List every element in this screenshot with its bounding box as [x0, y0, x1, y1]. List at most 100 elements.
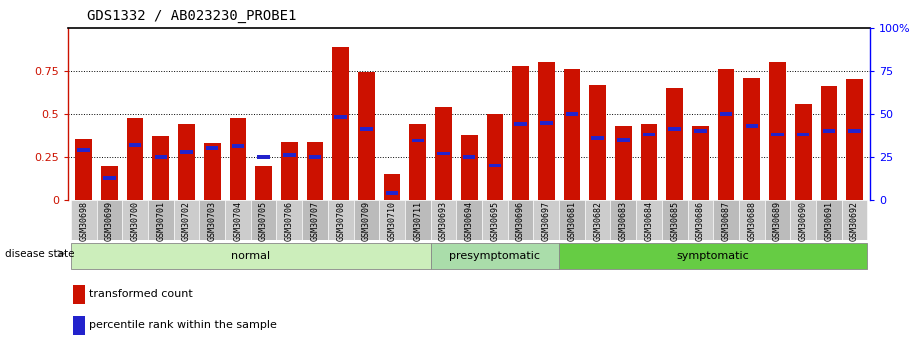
- Bar: [694, 129, 707, 133]
- Bar: [610, 200, 636, 240]
- Text: GSM30703: GSM30703: [208, 201, 217, 241]
- Bar: [302, 200, 328, 240]
- Bar: [333, 47, 349, 200]
- Text: GSM30701: GSM30701: [157, 201, 165, 241]
- Bar: [769, 62, 786, 200]
- Text: presymptomatic: presymptomatic: [449, 250, 540, 260]
- Text: GSM30687: GSM30687: [722, 201, 731, 241]
- Text: GSM30698: GSM30698: [79, 201, 88, 241]
- Bar: [640, 124, 658, 200]
- Bar: [739, 200, 764, 240]
- Bar: [200, 200, 225, 240]
- Bar: [566, 112, 578, 116]
- Bar: [456, 200, 482, 240]
- Bar: [283, 153, 295, 157]
- Bar: [482, 200, 507, 240]
- Bar: [666, 88, 683, 200]
- Text: GDS1332 / AB023230_PROBE1: GDS1332 / AB023230_PROBE1: [87, 9, 296, 23]
- Bar: [669, 127, 681, 131]
- Text: GSM30707: GSM30707: [311, 201, 320, 241]
- Bar: [463, 155, 476, 159]
- Text: GSM30685: GSM30685: [670, 201, 680, 241]
- Text: GSM30709: GSM30709: [362, 201, 371, 241]
- Bar: [431, 200, 456, 240]
- Bar: [797, 132, 810, 136]
- Bar: [764, 200, 791, 240]
- Text: GSM30702: GSM30702: [182, 201, 191, 241]
- Bar: [76, 139, 92, 200]
- Bar: [255, 166, 272, 200]
- Text: GSM30693: GSM30693: [439, 201, 448, 241]
- Bar: [230, 118, 246, 200]
- Text: GSM30711: GSM30711: [414, 201, 423, 241]
- Text: GSM30706: GSM30706: [285, 201, 294, 241]
- Bar: [103, 176, 116, 179]
- Bar: [122, 200, 148, 240]
- Bar: [328, 200, 353, 240]
- Bar: [97, 200, 122, 240]
- Bar: [225, 200, 251, 240]
- Bar: [101, 166, 118, 200]
- Bar: [379, 200, 404, 240]
- Bar: [794, 104, 812, 200]
- Bar: [360, 127, 373, 131]
- Bar: [461, 136, 477, 200]
- Bar: [564, 69, 580, 200]
- Bar: [713, 200, 739, 240]
- Text: GSM30695: GSM30695: [490, 201, 499, 241]
- Text: GSM30699: GSM30699: [105, 201, 114, 241]
- Bar: [718, 69, 734, 200]
- Bar: [180, 150, 193, 154]
- Bar: [384, 174, 401, 200]
- Text: GSM30686: GSM30686: [696, 201, 705, 241]
- Bar: [591, 136, 604, 140]
- Bar: [353, 200, 379, 240]
- Text: GSM30692: GSM30692: [850, 201, 859, 241]
- Text: symptomatic: symptomatic: [677, 250, 750, 260]
- Text: disease state: disease state: [5, 249, 74, 258]
- Text: GSM30684: GSM30684: [644, 201, 653, 241]
- Bar: [585, 200, 610, 240]
- Bar: [386, 191, 398, 195]
- Bar: [435, 107, 452, 200]
- Bar: [772, 132, 783, 136]
- Bar: [615, 126, 631, 200]
- Text: GSM30704: GSM30704: [233, 201, 242, 241]
- Bar: [71, 243, 431, 269]
- Bar: [412, 139, 424, 142]
- Text: GSM30700: GSM30700: [130, 201, 139, 241]
- Bar: [127, 118, 144, 200]
- Bar: [791, 200, 816, 240]
- Text: GSM30710: GSM30710: [387, 201, 396, 241]
- Bar: [307, 142, 323, 200]
- Text: GSM30690: GSM30690: [799, 201, 808, 241]
- Text: percentile rank within the sample: percentile rank within the sample: [89, 321, 277, 330]
- Bar: [662, 200, 688, 240]
- Text: GSM30681: GSM30681: [568, 201, 577, 241]
- Text: GSM30696: GSM30696: [516, 201, 525, 241]
- Bar: [692, 126, 709, 200]
- Bar: [846, 79, 863, 200]
- Text: GSM30705: GSM30705: [259, 201, 268, 241]
- Bar: [636, 200, 662, 240]
- Text: GSM30683: GSM30683: [619, 201, 628, 241]
- Bar: [231, 144, 244, 148]
- Bar: [540, 121, 552, 125]
- Text: GSM30691: GSM30691: [824, 201, 834, 241]
- Bar: [534, 200, 559, 240]
- Text: GSM30708: GSM30708: [336, 201, 345, 241]
- Bar: [823, 129, 835, 133]
- Bar: [643, 132, 655, 136]
- Bar: [152, 136, 169, 200]
- Bar: [358, 72, 374, 200]
- Bar: [589, 85, 606, 200]
- Bar: [745, 124, 758, 128]
- Bar: [688, 200, 713, 240]
- Bar: [251, 200, 276, 240]
- Bar: [309, 155, 322, 159]
- Text: GSM30697: GSM30697: [542, 201, 551, 241]
- Bar: [512, 66, 529, 200]
- Bar: [559, 243, 867, 269]
- Bar: [204, 143, 220, 200]
- Bar: [128, 143, 141, 147]
